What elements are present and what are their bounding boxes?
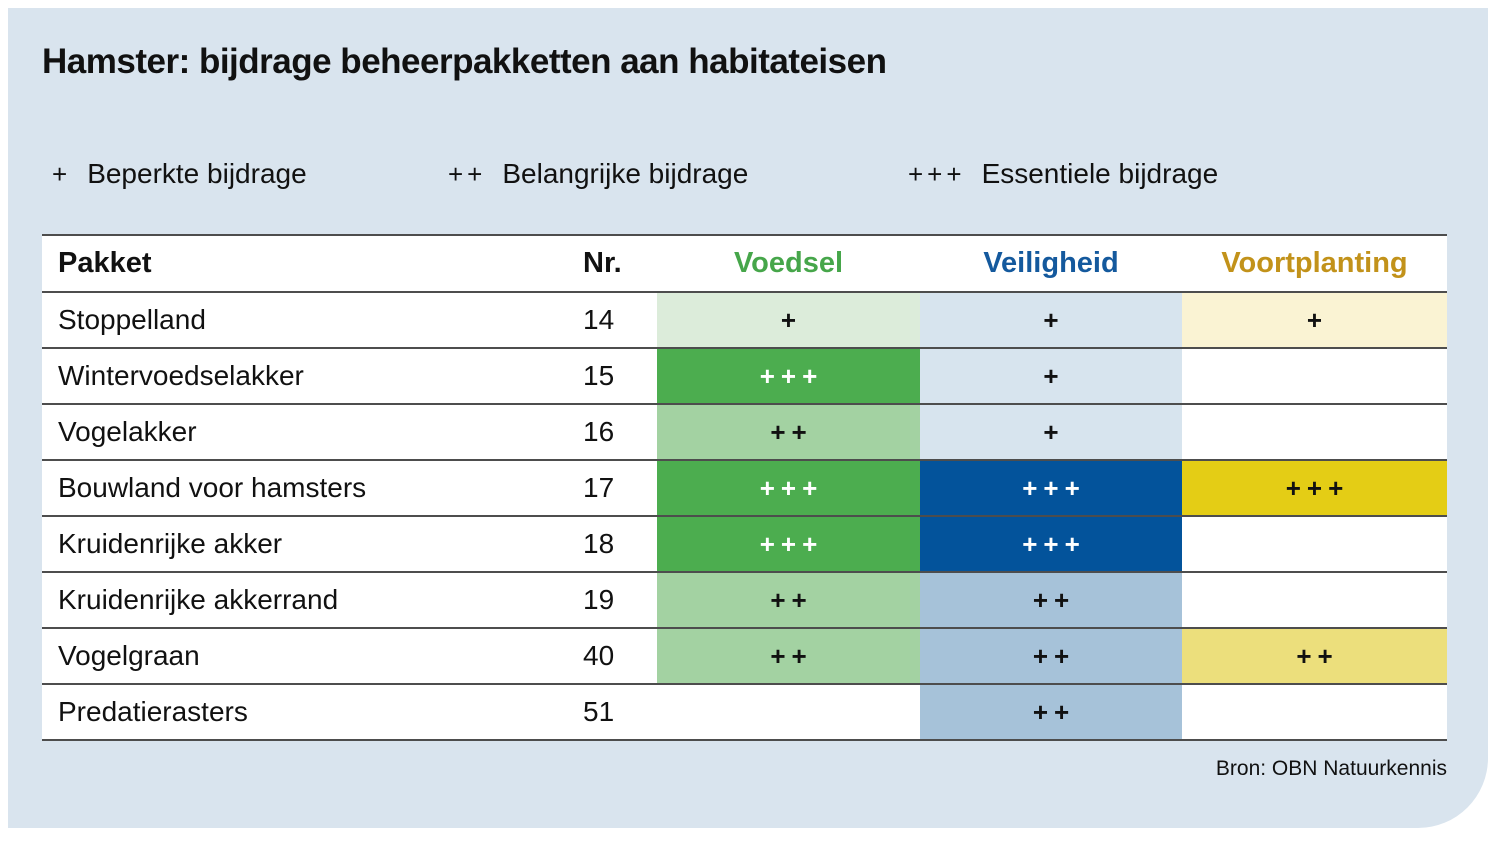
plus-symbol: + (52, 159, 72, 189)
source-credit: Bron: OBN Natuurkennis (1215, 757, 1447, 780)
legend-label: Belangrijke bijdrage (502, 158, 749, 189)
page-title: Hamster: bijdrage beheerpakketten aan ha… (42, 42, 887, 81)
legend-label: Beperkte bijdrage (87, 158, 307, 189)
voedsel-rating: +++ (657, 517, 920, 571)
voedsel-rating: + (657, 293, 920, 347)
column-header-veiligheid: Veiligheid (983, 247, 1119, 279)
pakket-nr: 17 (583, 472, 615, 503)
voortplanting-rating (1182, 405, 1447, 459)
veiligheid-rating: + (920, 349, 1182, 403)
column-header-voortplanting: Voortplanting (1221, 247, 1408, 279)
legend-item-beperkt: + Beperkte bijdrage (52, 158, 307, 190)
veiligheid-rating: +++ (920, 517, 1182, 571)
voedsel-rating: +++ (657, 461, 920, 515)
voedsel-rating: ++ (657, 573, 920, 627)
veiligheid-rating: + (920, 405, 1182, 459)
pakket-name: Kruidenrijke akkerrand (58, 584, 339, 615)
table-row: Predatierasters 51 ++ (42, 685, 1447, 741)
pakket-name: Wintervoedselakker (58, 360, 304, 391)
legend-label: Essentiele bijdrage (981, 158, 1219, 189)
pakket-nr: 51 (583, 696, 615, 727)
habitat-table: Pakket Nr. Voedsel Veiligheid Voortplant… (42, 234, 1447, 741)
table-row: Wintervoedselakker 15 +++ + (42, 349, 1447, 405)
pakket-name: Vogelakker (58, 416, 197, 447)
pakket-name: Vogelgraan (58, 640, 200, 671)
pakket-nr: 16 (583, 416, 615, 447)
table-row: Stoppelland 14 + + + (42, 293, 1447, 349)
table-row: Vogelgraan 40 ++ ++ ++ (42, 629, 1447, 685)
column-header-voedsel: Voedsel (733, 247, 844, 279)
legend-item-essentieel: +++ Essentiele bijdrage (908, 158, 1218, 190)
veiligheid-rating: ++ (920, 629, 1182, 683)
table-row: Kruidenrijke akker 18 +++ +++ (42, 517, 1447, 573)
table-row: Vogelakker 16 ++ + (42, 405, 1447, 461)
column-header-nr: Nr. (583, 247, 622, 279)
veiligheid-rating: ++ (920, 573, 1182, 627)
voortplanting-rating (1182, 573, 1447, 627)
column-header-pakket: Pakket (58, 247, 152, 279)
voedsel-rating: +++ (657, 349, 920, 403)
legend-item-belangrijk: ++ Belangrijke bijdrage (448, 158, 748, 190)
voortplanting-rating: ++ (1182, 629, 1447, 683)
pakket-name: Bouwland voor hamsters (58, 472, 367, 503)
table-header-row: Pakket Nr. Voedsel Veiligheid Voortplant… (42, 236, 1447, 293)
pakket-nr: 19 (583, 584, 615, 615)
voedsel-rating: ++ (657, 405, 920, 459)
pakket-nr: 15 (583, 360, 615, 391)
pakket-name: Predatierasters (58, 696, 248, 727)
plus-plus-symbol: ++ (448, 159, 487, 189)
plus-plus-plus-symbol: +++ (908, 159, 966, 189)
voedsel-rating: ++ (657, 629, 920, 683)
pakket-nr: 14 (583, 304, 615, 335)
voortplanting-rating (1182, 517, 1447, 571)
voedsel-rating (657, 685, 920, 739)
veiligheid-rating: ++ (920, 685, 1182, 739)
pakket-name: Stoppelland (58, 304, 206, 335)
veiligheid-rating: +++ (920, 461, 1182, 515)
legend: + Beperkte bijdrage ++ Belangrijke bijdrag… (42, 158, 1442, 198)
pakket-nr: 18 (583, 528, 615, 559)
voortplanting-rating: +++ (1182, 461, 1447, 515)
table-row: Bouwland voor hamsters 17 +++ +++ +++ (42, 461, 1447, 517)
voortplanting-rating (1182, 349, 1447, 403)
table-row: Kruidenrijke akkerrand 19 ++ ++ (42, 573, 1447, 629)
pakket-nr: 40 (583, 640, 615, 671)
voortplanting-rating (1182, 685, 1447, 739)
pakket-name: Kruidenrijke akker (58, 528, 283, 559)
veiligheid-rating: + (920, 293, 1182, 347)
voortplanting-rating: + (1182, 293, 1447, 347)
